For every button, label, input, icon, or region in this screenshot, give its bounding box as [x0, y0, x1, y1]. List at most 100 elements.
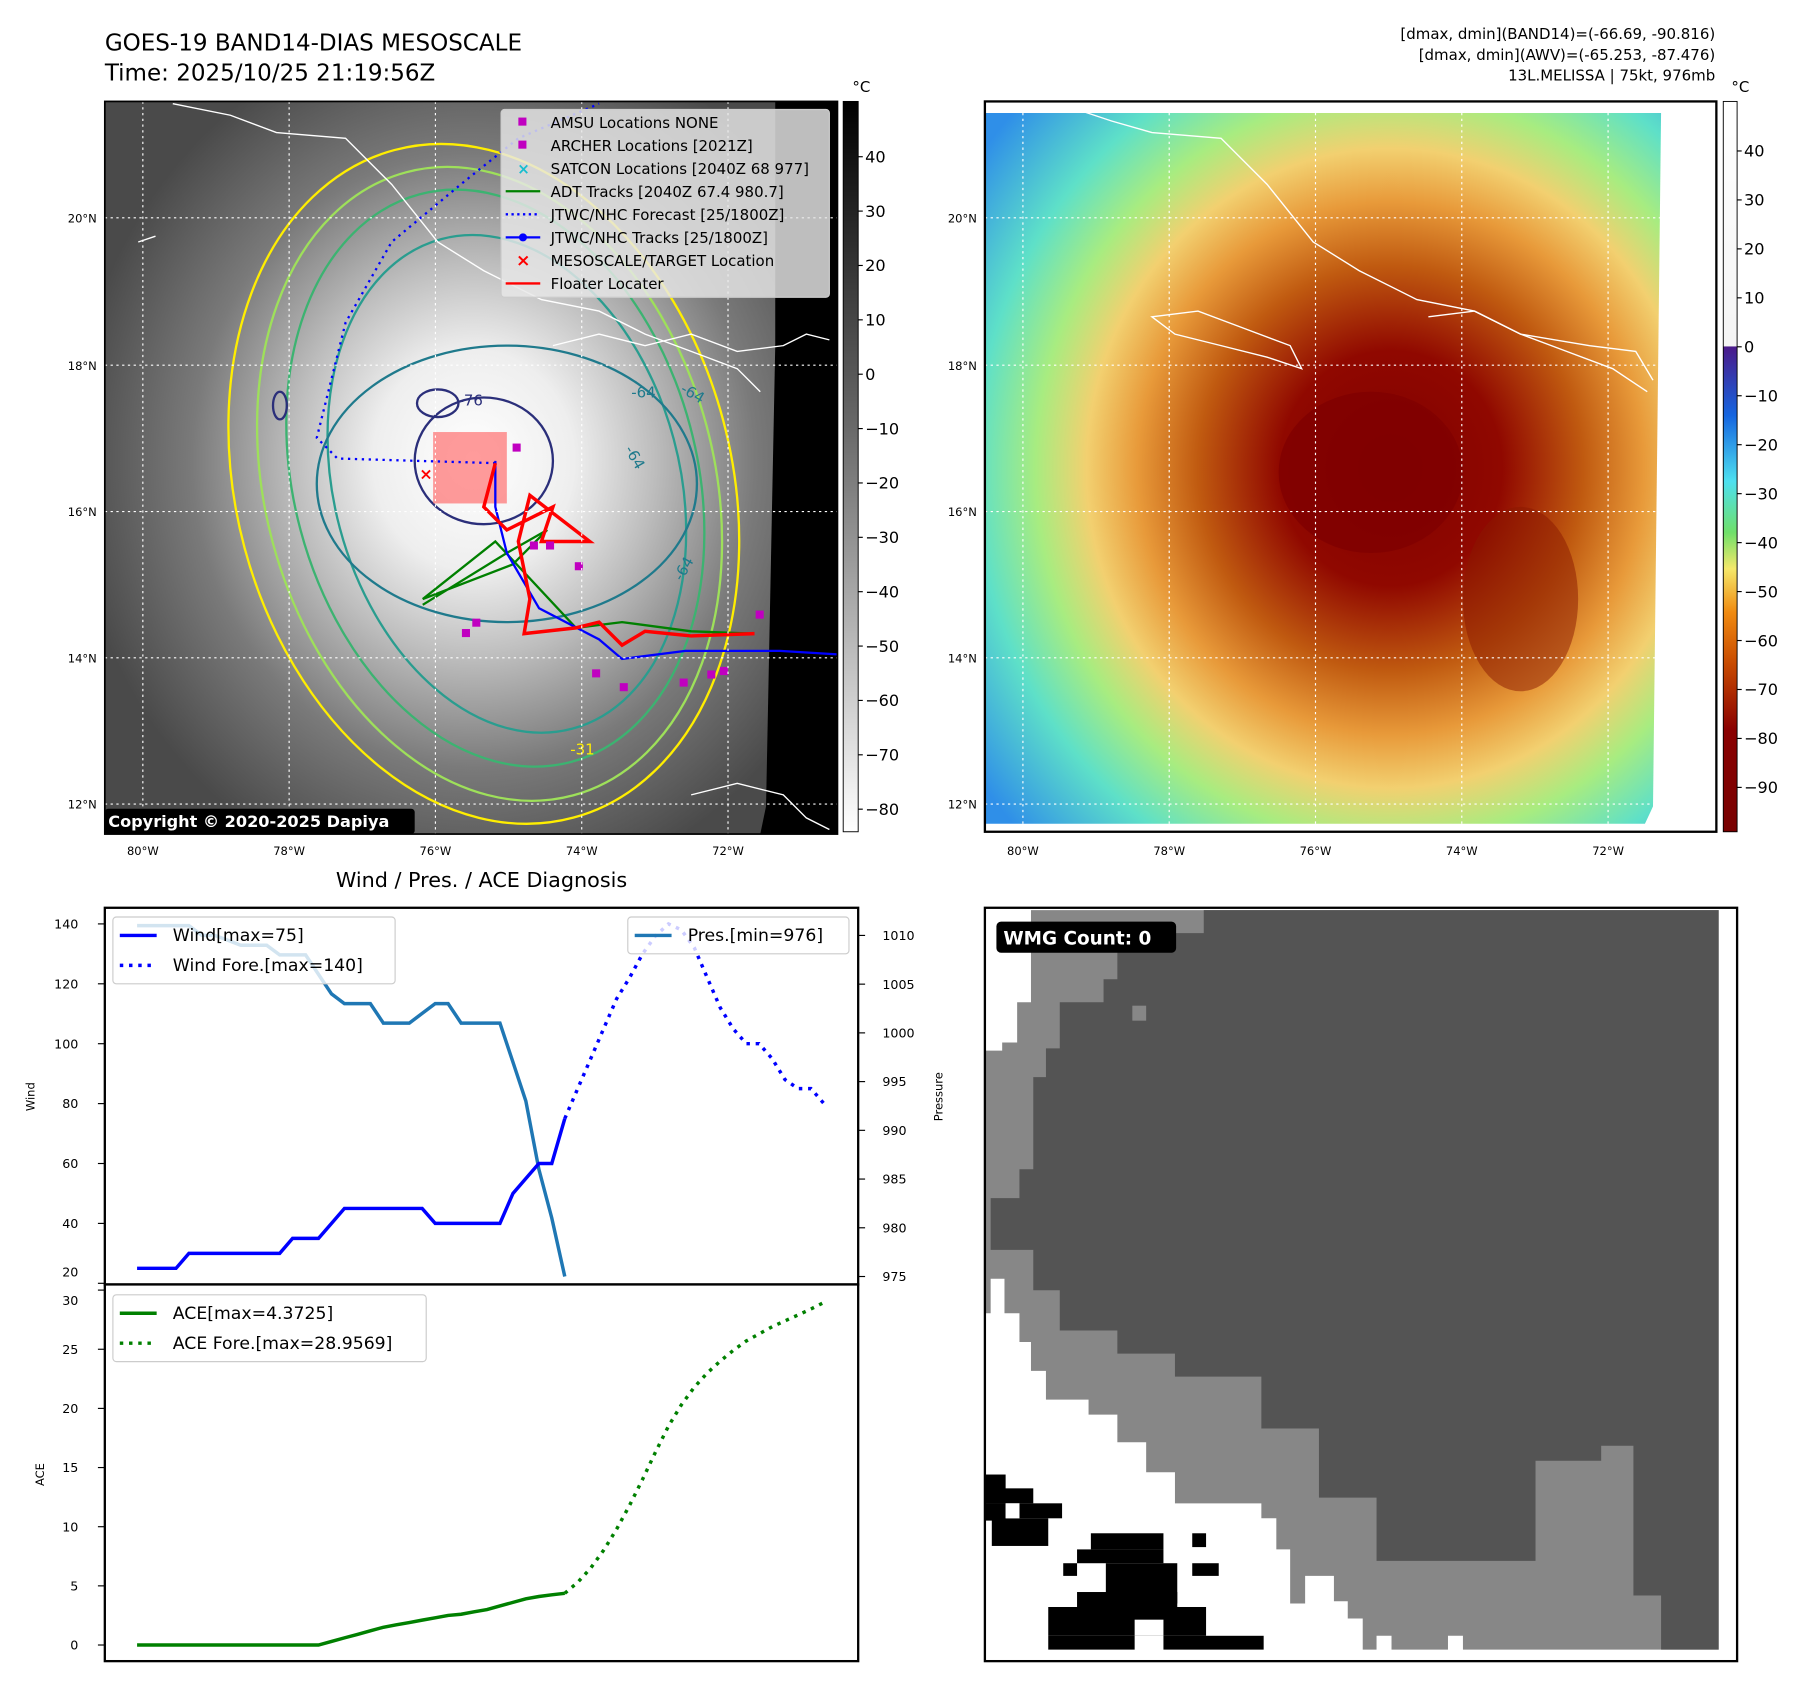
colorbar-tick-label: −30	[865, 528, 899, 547]
ace-axis-label: ACE	[33, 1463, 47, 1486]
wind-tick-label: 100	[54, 1036, 78, 1051]
legend-marker: ×	[516, 251, 530, 271]
contours	[227, 142, 741, 825]
ace-tick-label: 0	[70, 1638, 78, 1653]
wind-tick-label: 80	[62, 1096, 78, 1111]
legend-label: Wind Fore.[max=140]	[173, 956, 363, 976]
colorbar-tick-label: −60	[1744, 631, 1778, 650]
wmg-count-badge	[996, 921, 1177, 953]
lon-label: 72°W	[1592, 844, 1624, 858]
legend-marker	[518, 117, 527, 126]
left-colorbar	[842, 100, 859, 833]
colorbar-tick-label: 30	[865, 202, 886, 221]
legend-label: SATCON Locations [2040Z 68 977]	[551, 160, 809, 178]
ace-tick-label: 10	[62, 1519, 78, 1534]
chart-legend-box	[112, 1294, 427, 1363]
legend-label: AMSU Locations NONE	[551, 114, 719, 132]
pressure-tick-label: 980	[882, 1220, 906, 1235]
colorbar-tick-label: 20	[1744, 240, 1765, 259]
colorbar-tick-label: 40	[1744, 142, 1765, 161]
right-colorbar-ticks: 40 30 20 10 0 −10 −20 −30 −40 −50 −60 −70 −80 −90	[1737, 142, 1778, 797]
wind-tick-label: 60	[62, 1156, 78, 1171]
colorbar-tick-label: 20	[865, 256, 886, 275]
colorbar-tick-label: 0	[865, 365, 875, 384]
colorbar-tick-label: −40	[1744, 533, 1778, 552]
wmg-panel: WMG Count: 0	[983, 906, 1739, 1663]
coastlines	[1059, 103, 1654, 393]
colorbar-tick-label: 10	[1744, 289, 1765, 308]
lat-label: 16°N	[948, 505, 977, 519]
legend-marker: ×	[517, 160, 530, 178]
copyright-box	[104, 808, 415, 835]
lon-label: 78°W	[273, 844, 305, 858]
map-legend: AMSU Locations NONE ARCHER Locations [202…	[500, 108, 830, 298]
lat-label: 18°N	[948, 359, 977, 373]
lon-label: 78°W	[1153, 844, 1185, 858]
lat-label: 12°N	[948, 798, 977, 812]
ace-tick-label: 5	[70, 1578, 78, 1593]
left-map-axis-labels: 20°N 18°N 16°N 14°N 12°N 80°W 78°W 76°W 74°W 72°W	[68, 211, 744, 857]
figure-title: GOES-19 BAND14-DIAS MESOSCALE	[105, 31, 522, 57]
colorbar-tick-label: −20	[1744, 435, 1778, 454]
stats-awv: [dmax, dmin](AWV)=(-65.253, -87.476)	[1419, 46, 1715, 64]
legend-label: ADT Tracks [2040Z 67.4 980.7]	[551, 183, 784, 201]
legend-label: Pres.[min=976]	[688, 926, 823, 946]
pressure-tick-label: 990	[882, 1123, 906, 1138]
colorbar-tick-label: −70	[1744, 680, 1778, 699]
left-ir-map: × -76 -64 -64 -64 -64 -31 AMSU Locations…	[104, 101, 838, 835]
pressure-axis-label: Pressure	[931, 1072, 945, 1121]
storm-info: 13L.MELISSA | 75kt, 976mb	[1508, 67, 1715, 85]
colorbar-tick-label: −10	[865, 419, 899, 438]
stats-band14: [dmax, dmin](BAND14)=(-66.69, -90.816)	[1400, 25, 1715, 43]
adt-track	[422, 528, 755, 635]
pressure-tick-label: 995	[882, 1074, 906, 1089]
lat-label: 12°N	[68, 798, 97, 812]
floater-track	[481, 462, 755, 648]
lat-label: 18°N	[68, 359, 97, 373]
pressure-tick-label: 975	[882, 1269, 906, 1284]
contour-label: -31	[570, 741, 594, 759]
wmg-count: WMG Count: 0	[1003, 929, 1151, 950]
ace-tick-label: 15	[62, 1460, 78, 1475]
wind-line	[137, 1118, 567, 1271]
right-map-axis-labels: 20°N 18°N 16°N 14°N 12°N 80°W 78°W 76°W 74°W 72°W	[948, 211, 1624, 857]
colorbar-tick-label: 10	[865, 311, 886, 330]
pressure-tick-label: 985	[882, 1172, 906, 1187]
right-colorbar	[1722, 100, 1738, 833]
lat-label: 14°N	[68, 651, 97, 665]
colorbar-tick-label: −50	[865, 637, 899, 656]
colorbar-tick-label: −50	[1744, 582, 1778, 601]
target-location-marker: ×	[419, 464, 433, 483]
copyright: Copyright © 2020-2025 Dapiya	[108, 812, 389, 831]
left-colorbar-unit: °C	[852, 78, 870, 96]
wind-tick-label: 120	[54, 976, 78, 991]
legend-label: ARCHER Locations [2021Z]	[551, 137, 753, 155]
legend-label: ACE[max=4.3725]	[173, 1304, 333, 1324]
legend-label: Floater Locater	[551, 275, 665, 293]
pressure-tick-label: 1005	[882, 977, 914, 992]
legend-label: JTWC/NHC Tracks [25/1800Z]	[550, 229, 768, 247]
archer-markers	[461, 443, 764, 692]
colorbar-tick-label: 0	[1744, 338, 1754, 357]
lat-label: 20°N	[948, 211, 977, 225]
legend-label: JTWC/NHC Forecast [25/1800Z]	[550, 206, 785, 224]
legend-marker	[518, 140, 527, 149]
colorbar-tick-label: −60	[865, 691, 899, 710]
colorbar-tick-label: −90	[1744, 778, 1778, 797]
left-colorbar-ticks: 40 30 20 10 0 −10 −20 −30 −40 −50 −60 −70 −80	[858, 147, 899, 819]
right-colorbar-unit: °C	[1731, 78, 1749, 96]
colorbar-tick-label: −70	[865, 746, 899, 765]
lat-label: 16°N	[68, 505, 97, 519]
lon-label: 74°W	[1446, 844, 1478, 858]
lon-label: 76°W	[1300, 844, 1332, 858]
colorbar-tick-label: −30	[1744, 484, 1778, 503]
chart-legend-box	[627, 916, 850, 955]
contour-label: -76	[458, 392, 482, 410]
figure-time: Time: 2025/10/25 21:19:56Z	[104, 61, 436, 87]
lon-label: 76°W	[420, 844, 452, 858]
colorbar-tick-label: −20	[865, 474, 899, 493]
colorbar-tick-label: 40	[865, 147, 886, 166]
lon-label: 80°W	[1007, 844, 1039, 858]
pressure-tick-label: 1010	[882, 928, 914, 943]
